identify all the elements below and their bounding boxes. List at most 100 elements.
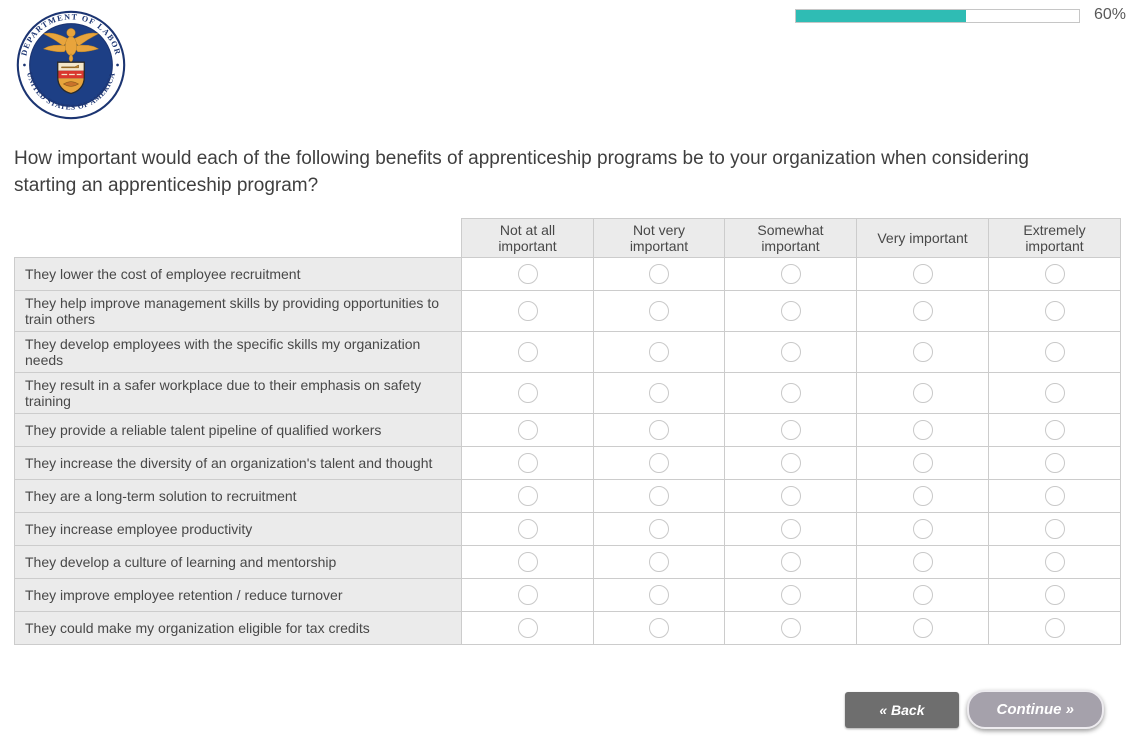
- radio-row9-col5[interactable]: [1044, 552, 1065, 572]
- continue-button[interactable]: Continue »: [966, 690, 1104, 729]
- answer-cell: [724, 372, 857, 414]
- radio-row3-col4[interactable]: [912, 342, 933, 362]
- radio-row7-col3[interactable]: [780, 486, 801, 506]
- row-statement: They are a long-term solution to recruit…: [14, 479, 462, 513]
- radio-row7-col4[interactable]: [912, 486, 933, 506]
- radio-row4-col3[interactable]: [780, 383, 801, 403]
- answer-cell: [988, 479, 1121, 513]
- radio-row3-col2[interactable]: [649, 342, 669, 362]
- radio-row7-col2[interactable]: [649, 486, 669, 506]
- radio-row6-col4[interactable]: [912, 453, 933, 473]
- radio-row5-col1[interactable]: [517, 420, 538, 440]
- radio-row2-col2[interactable]: [649, 301, 669, 321]
- radio-row5-col4[interactable]: [912, 420, 933, 440]
- answer-cell: [988, 512, 1121, 546]
- radio-row8-col2[interactable]: [649, 519, 669, 539]
- radio-row5-col2[interactable]: [649, 420, 669, 440]
- radio-row10-col4[interactable]: [912, 585, 933, 605]
- row-statement: They could make my organization eligible…: [14, 611, 462, 645]
- back-button[interactable]: « Back: [845, 691, 959, 728]
- answer-cell: [856, 578, 989, 612]
- answer-cell: [461, 512, 594, 546]
- radio-row1-col1[interactable]: [517, 264, 538, 284]
- dol-seal-icon: DEPARTMENT OF LABOR UNITED STATES OF AME…: [16, 10, 126, 120]
- answer-cell: [724, 611, 857, 645]
- radio-row8-col5[interactable]: [1044, 519, 1065, 539]
- answer-cell: [724, 290, 857, 332]
- radio-row3-col1[interactable]: [517, 342, 538, 362]
- radio-row11-col2[interactable]: [649, 618, 669, 638]
- column-header: Very important: [856, 218, 989, 258]
- answer-cell: [461, 545, 594, 579]
- radio-row6-col1[interactable]: [517, 453, 538, 473]
- radio-row11-col3[interactable]: [780, 618, 801, 638]
- row-statement: They help improve management skills by p…: [14, 290, 462, 332]
- progress-bar-fill: [796, 10, 966, 22]
- radio-row4-col1[interactable]: [517, 383, 538, 403]
- answer-cell: [988, 372, 1121, 414]
- row-statement: They result in a safer workplace due to …: [14, 372, 462, 414]
- radio-row4-col4[interactable]: [912, 383, 933, 403]
- column-header: Not at all important: [461, 218, 594, 258]
- radio-row10-col5[interactable]: [1044, 585, 1065, 605]
- matrix-row: They develop a culture of learning and m…: [14, 545, 1121, 579]
- navigation-footer: « Back Continue »: [845, 690, 1104, 729]
- matrix-row: They provide a reliable talent pipeline …: [14, 413, 1121, 447]
- row-statement: They provide a reliable talent pipeline …: [14, 413, 462, 447]
- radio-row8-col1[interactable]: [517, 519, 538, 539]
- answer-cell: [461, 331, 594, 373]
- radio-row4-col2[interactable]: [649, 383, 669, 403]
- radio-row3-col5[interactable]: [1044, 342, 1065, 362]
- radio-row10-col2[interactable]: [649, 585, 669, 605]
- radio-row2-col4[interactable]: [912, 301, 933, 321]
- answer-cell: [593, 290, 725, 332]
- radio-row6-col3[interactable]: [780, 453, 801, 473]
- matrix-row: They result in a safer workplace due to …: [14, 372, 1121, 414]
- radio-row9-col4[interactable]: [912, 552, 933, 572]
- answer-cell: [988, 413, 1121, 447]
- matrix-corner-cell: [14, 218, 462, 258]
- answer-cell: [593, 446, 725, 480]
- radio-row11-col4[interactable]: [912, 618, 933, 638]
- radio-row3-col3[interactable]: [780, 342, 801, 362]
- radio-row1-col5[interactable]: [1044, 264, 1065, 284]
- radio-row1-col3[interactable]: [780, 264, 801, 284]
- radio-row10-col1[interactable]: [517, 585, 538, 605]
- radio-row4-col5[interactable]: [1044, 383, 1065, 403]
- answer-cell: [593, 257, 725, 291]
- importance-matrix-table: Not at all important Not very important So…: [14, 218, 1121, 645]
- matrix-row: They increase employee productivity: [14, 512, 1121, 546]
- radio-row10-col3[interactable]: [780, 585, 801, 605]
- radio-row6-col5[interactable]: [1044, 453, 1065, 473]
- radio-row9-col2[interactable]: [649, 552, 669, 572]
- matrix-row: They improve employee retention / reduce…: [14, 578, 1121, 612]
- radio-row2-col5[interactable]: [1044, 301, 1065, 321]
- matrix-row: They lower the cost of employee recruitm…: [14, 257, 1121, 291]
- radio-row8-col3[interactable]: [780, 519, 801, 539]
- radio-row7-col1[interactable]: [517, 486, 538, 506]
- radio-row1-col2[interactable]: [649, 264, 669, 284]
- radio-row8-col4[interactable]: [912, 519, 933, 539]
- radio-row11-col5[interactable]: [1044, 618, 1065, 638]
- radio-row7-col5[interactable]: [1044, 486, 1065, 506]
- answer-cell: [988, 257, 1121, 291]
- answer-cell: [856, 331, 989, 373]
- matrix-body: They lower the cost of employee recruitm…: [14, 257, 1121, 645]
- answer-cell: [593, 611, 725, 645]
- radio-row5-col3[interactable]: [780, 420, 801, 440]
- radio-row11-col1[interactable]: [517, 618, 538, 638]
- row-statement: They improve employee retention / reduce…: [14, 578, 462, 612]
- radio-row9-col1[interactable]: [517, 552, 538, 572]
- answer-cell: [593, 578, 725, 612]
- radio-row6-col2[interactable]: [649, 453, 669, 473]
- answer-cell: [461, 611, 594, 645]
- radio-row2-col1[interactable]: [517, 301, 538, 321]
- answer-cell: [724, 512, 857, 546]
- radio-row5-col5[interactable]: [1044, 420, 1065, 440]
- answer-cell: [593, 413, 725, 447]
- eagle-icon: [42, 28, 100, 63]
- answer-cell: [724, 257, 857, 291]
- radio-row1-col4[interactable]: [912, 264, 933, 284]
- radio-row9-col3[interactable]: [780, 552, 801, 572]
- radio-row2-col3[interactable]: [780, 301, 801, 321]
